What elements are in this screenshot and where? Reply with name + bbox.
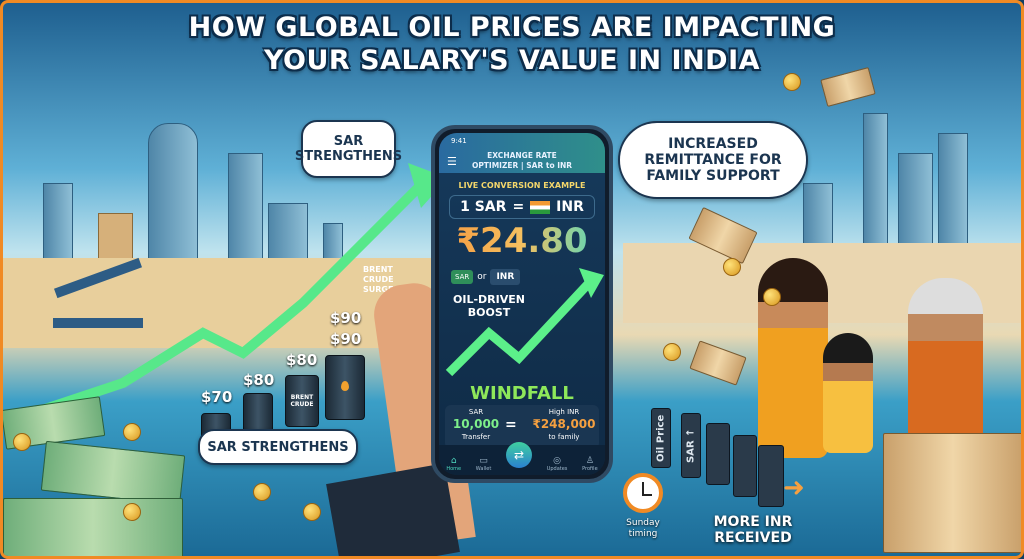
rate-box: 1 SAR = INR [449, 195, 595, 219]
app-title: EXCHANGE RATE OPTIMIZER | SAR to INR [471, 151, 573, 170]
alarm-clock-icon [623, 473, 663, 513]
headline-line-1: HOW GLOBAL OIL PRICES ARE IMPACTING [188, 12, 836, 43]
currency-toggle[interactable]: SAR or INR [451, 269, 521, 285]
domino [706, 423, 730, 485]
oil-pumpjack-icon [53, 257, 143, 328]
rate-equals: = [512, 199, 525, 215]
child-figure [823, 333, 873, 453]
brent-surge-label: BRENT CRUDE SURGE [363, 265, 394, 294]
swap-button[interactable]: ⇄ [506, 442, 532, 468]
domino [758, 445, 784, 507]
price-label: $70 [201, 388, 233, 406]
bottom-nav: ⌂ Home ▭ Wallet ⇄ ◎ Updates ♙ Profile [439, 442, 605, 475]
price-label: $80 [286, 351, 318, 369]
domino [733, 435, 757, 497]
headline-line-2: YOUR SALARY'S VALUE IN INDIA [263, 45, 761, 76]
price-label: $90 [330, 330, 362, 348]
wallet-icon: ▭ [479, 456, 488, 466]
headline: HOW GLOBAL OIL PRICES ARE IMPACTING YOUR… [3, 11, 1021, 77]
sar-strengthens-bubble-bottom: SAR STRENGTHENS [198, 429, 358, 465]
nav-home[interactable]: ⌂ Home [446, 456, 462, 472]
brent-crude-barrel: BRENT CRUDE [285, 375, 319, 427]
rate-left: 1 SAR [460, 199, 507, 215]
status-time: 9:41 [451, 137, 467, 145]
sar-banknotes [3, 498, 183, 556]
nav-wallet[interactable]: ▭ Wallet [475, 456, 492, 472]
boost-label: OIL-DRIVEN BOOST [453, 293, 525, 319]
phone: 9:41 ☰ EXCHANGE RATE OPTIMIZER | SAR to … [431, 125, 613, 483]
growth-arrow-icon [445, 268, 604, 377]
desert [3, 258, 433, 348]
transfer-equals: = [505, 417, 517, 433]
sunday-timing-label: Sunday timing [626, 518, 660, 539]
inr-banknote-stack [883, 433, 1021, 553]
price-label: $90 [330, 309, 362, 327]
menu-icon[interactable]: ☰ [447, 155, 457, 168]
section-title: LIVE CONVERSION EXAMPLE [458, 181, 586, 190]
remittance-thought-bubble: INCREASED REMITTANCE FOR FAMILY SUPPORT [618, 121, 808, 199]
domino-sar: SAR ↑ [681, 413, 701, 478]
nav-profile[interactable]: ♙ Profile [582, 456, 598, 472]
home-icon: ⌂ [450, 456, 457, 466]
transfer-amount: 10,000 [452, 417, 500, 431]
app-header [439, 133, 605, 173]
domino-oil-price: Oil Price [651, 408, 671, 468]
windfall-label: WINDFALL [470, 383, 574, 404]
phone-screen: 9:41 ☰ EXCHANGE RATE OPTIMIZER | SAR to … [439, 133, 605, 475]
transfer-label: Transfer [461, 433, 491, 441]
updates-icon: ◎ [553, 456, 561, 466]
profile-icon: ♙ [585, 456, 594, 466]
oil-barrel-icon [325, 355, 365, 420]
sar-strengthens-bubble: SAR STRENGTHENS [295, 120, 402, 178]
toggle-sar[interactable]: SAR [451, 270, 474, 284]
inr-amount: ₹248,000 [532, 417, 596, 431]
nav-updates[interactable]: ◎ Updates [546, 456, 568, 472]
price-label: $80 [243, 371, 275, 389]
rate-right: INR [556, 199, 584, 215]
transfer-card: SAR 10,000 Transfer = High INR ₹248,000 … [445, 405, 599, 449]
high-inr-label: High INR [548, 408, 580, 416]
to-family-label: to family [548, 433, 580, 441]
toggle-inr[interactable]: INR [490, 269, 521, 285]
toggle-or: or [477, 272, 487, 282]
arrow-right-icon: ➜ [783, 473, 805, 503]
swap-icon: ⇄ [513, 448, 525, 462]
grandmother-figure [908, 278, 983, 458]
oil-drop-icon [341, 381, 349, 391]
rate-value: ₹24.80 [439, 221, 605, 261]
india-flag-icon [530, 200, 551, 214]
transfer-currency: SAR [468, 408, 484, 416]
more-inr-label: MORE INR RECEIVED [713, 514, 793, 546]
